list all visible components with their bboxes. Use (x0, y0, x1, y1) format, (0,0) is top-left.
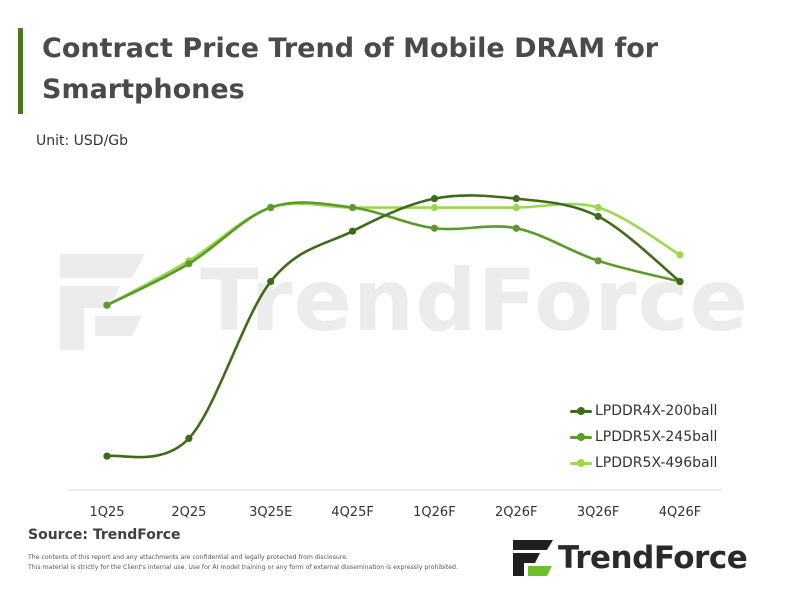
series-LPDDR4X-200ball (103, 194, 684, 460)
series-line (106, 201, 681, 307)
legend-item: LPDDR5X-496ball (570, 450, 717, 476)
data-point (512, 195, 520, 203)
data-point (594, 212, 602, 220)
logo-text: TrendForce (558, 540, 748, 576)
legend-item: LPDDR4X-200ball (570, 398, 717, 424)
x-tick-label: 1Q25 (89, 505, 124, 520)
data-point (430, 195, 439, 203)
chart-title: Contract Price Trend of Mobile DRAM for … (42, 33, 659, 105)
disclaimer: The contents of this report and any atta… (28, 553, 498, 573)
data-point (103, 452, 111, 460)
data-point (676, 277, 684, 286)
data-point (348, 203, 357, 212)
chart-legend: LPDDR4X-200ball LPDDR5X-245ball LPDDR5X-49… (570, 398, 717, 476)
data-point (512, 203, 520, 212)
data-point (430, 224, 439, 232)
x-tick-label: 1Q26F (413, 505, 456, 520)
legend-item: LPDDR5X-245ball (570, 424, 717, 450)
legend-label: LPDDR5X-245ball (595, 429, 718, 445)
x-axis-ticks: 1Q25 2Q25 3Q25E 4Q25F 1Q26F 2Q26F 3Q26F 4Q26F (89, 505, 701, 520)
x-tick-label: 2Q25 (171, 505, 206, 520)
data-point (185, 260, 193, 268)
source-note: Source: TrendForce (28, 527, 181, 543)
x-tick-label: 3Q25E (249, 505, 292, 520)
x-tick-label: 3Q26F (577, 505, 620, 520)
legend-swatch (570, 407, 592, 415)
disclaimer-line-2: This material is strictly for the Client… (28, 564, 458, 571)
x-tick-label: 2Q26F (495, 505, 538, 520)
series-line (106, 194, 681, 459)
legend-label: LPDDR5X-496ball (595, 455, 718, 471)
data-point (512, 224, 520, 232)
x-tick-label: 4Q25F (331, 505, 374, 520)
legend-label: LPDDR4X-200ball (595, 403, 718, 419)
trendforce-logo: TrendForce (512, 538, 782, 578)
legend-swatch (570, 459, 592, 467)
trendforce-logo-icon (513, 540, 553, 576)
data-point (267, 277, 275, 286)
legend-swatch (570, 433, 592, 441)
x-tick-label: 4Q26F (659, 505, 702, 520)
data-point (594, 203, 602, 212)
series-line (106, 202, 681, 307)
data-point (348, 227, 357, 235)
data-point (185, 434, 193, 442)
data-point (594, 257, 602, 265)
disclaimer-line-1: The contents of this report and any atta… (28, 554, 349, 561)
data-point (676, 251, 684, 259)
data-point (267, 203, 275, 212)
unit-label: Unit: USD/Gb (36, 133, 129, 149)
title-accent-bar (18, 28, 23, 114)
data-point (430, 203, 439, 212)
series-layer (103, 194, 684, 460)
data-point (103, 301, 111, 309)
